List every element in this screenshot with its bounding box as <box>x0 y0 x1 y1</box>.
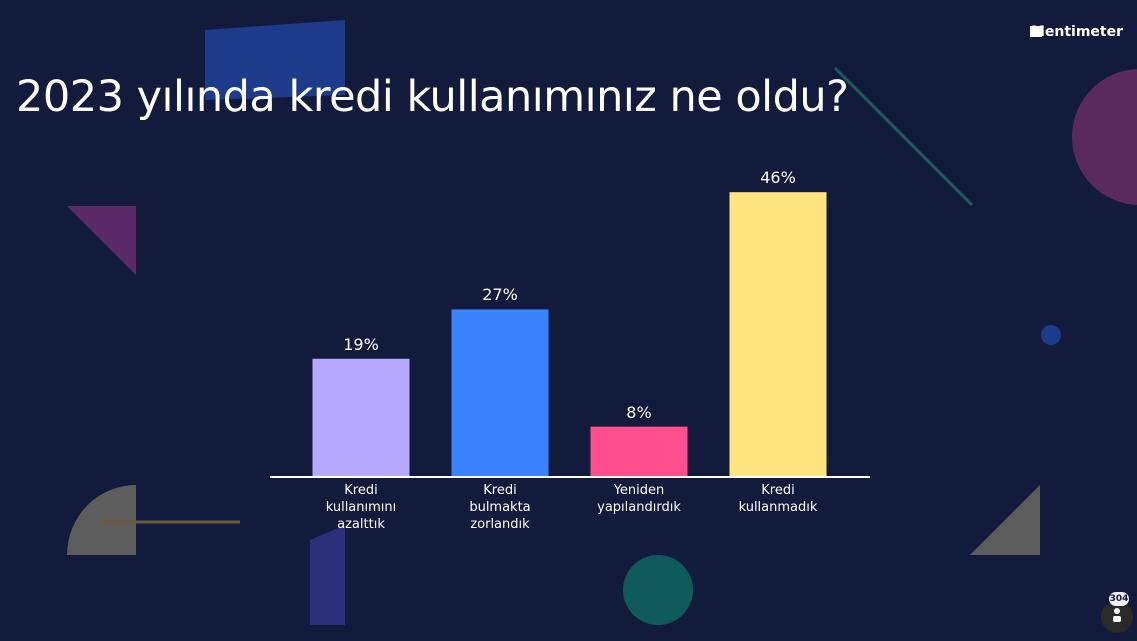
bar <box>312 358 410 476</box>
deco-bar <box>310 525 345 625</box>
brand: Mentimeter <box>1030 24 1123 40</box>
value-label: 19% <box>343 334 379 354</box>
x-tick-label: Kredi kullanımını azalttık <box>325 483 397 532</box>
deco-triangle <box>67 206 136 275</box>
deco-dot <box>1041 325 1061 345</box>
deco-triangle <box>970 485 1040 555</box>
x-tick-label: Yeniden yapılandırdık <box>597 483 681 515</box>
bar <box>729 192 827 476</box>
bar <box>590 426 688 476</box>
participant-count: 304 <box>1109 592 1129 606</box>
deco-line <box>833 66 974 207</box>
participant-icon-head <box>1114 608 1120 614</box>
value-label: 8% <box>626 402 652 422</box>
deco-half-circle <box>67 485 136 555</box>
participant-icon-body <box>1113 616 1121 622</box>
chart-title: 2023 yılında kredi kullanımınız ne oldu? <box>16 72 849 122</box>
x-tick-label: Kredi bulmakta zorlandık <box>469 483 531 532</box>
x-tick-label: Kredi kullanmadık <box>738 483 818 515</box>
value-label: 27% <box>482 285 518 305</box>
deco-circle <box>623 555 693 625</box>
bar <box>451 309 549 476</box>
brand-logo <box>1030 26 1042 37</box>
value-label: 46% <box>760 168 796 188</box>
deco-shape <box>205 20 345 100</box>
deco-circle <box>1072 69 1137 205</box>
